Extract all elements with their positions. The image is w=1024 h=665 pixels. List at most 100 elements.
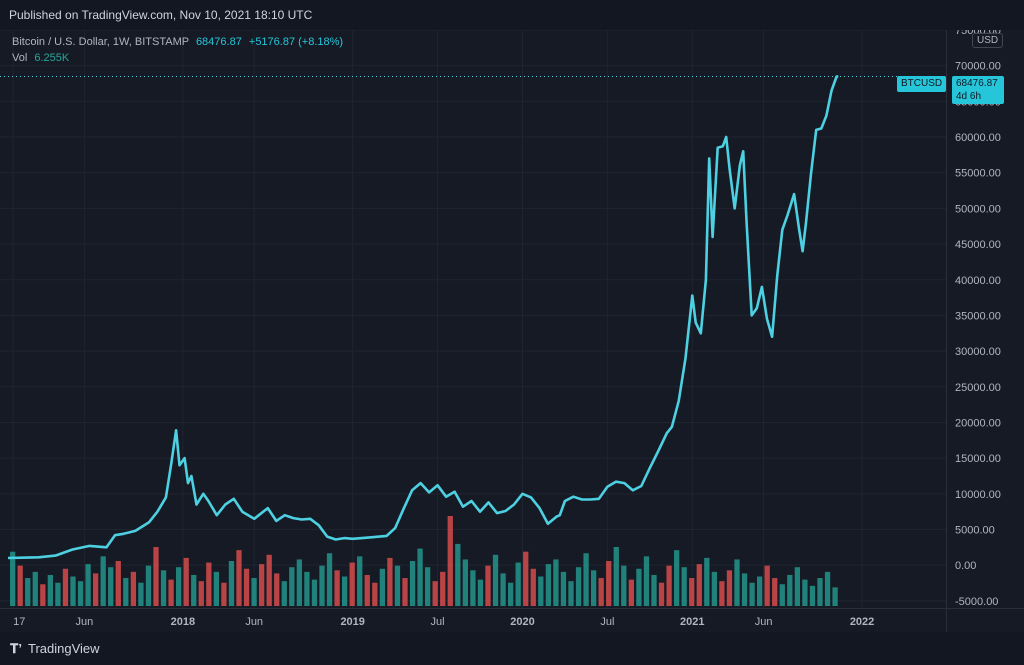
price-tick-label: 50000.00 — [955, 203, 1001, 215]
volume-bar — [296, 559, 303, 606]
volume-bar — [628, 579, 635, 606]
price-tick-label: 60000.00 — [955, 132, 1001, 144]
price-line — [7, 75, 839, 560]
tradingview-brand[interactable]: 𝐓’ TradingView — [10, 641, 100, 657]
volume-bar — [123, 578, 129, 606]
price-tick-label: 20000.00 — [955, 417, 1001, 429]
ticker-tag: BTCUSD — [897, 76, 947, 92]
chart-pane[interactable] — [0, 30, 946, 608]
volume-bar — [809, 585, 816, 606]
volume-bar — [289, 567, 295, 606]
volume-bar — [32, 571, 38, 606]
tradingview-logo-icon: 𝐓’ — [10, 641, 22, 656]
volume-bar — [621, 565, 627, 606]
volume-bar — [357, 556, 363, 606]
price-axis-labels: 75000.0070000.0065000.0060000.0055000.00… — [955, 30, 1001, 608]
volume-bar — [258, 564, 265, 606]
volume-bar — [108, 567, 114, 606]
volume-bar — [311, 579, 318, 606]
time-tick-label: 2018 — [171, 616, 195, 628]
volume-bar — [40, 584, 46, 606]
volume-bar — [764, 565, 770, 606]
legend-main-row: Bitcoin / U.S. Dollar, 1W, BITSTAMP 6847… — [12, 34, 343, 50]
volume-bar — [832, 587, 838, 606]
volume-bar — [274, 573, 280, 606]
legend-change: +5176.87 (+8.18%) — [248, 36, 344, 48]
volume-bar — [55, 582, 61, 606]
volume-bar — [341, 576, 348, 606]
volume-bar — [636, 568, 642, 606]
volume-bar — [243, 568, 250, 606]
brand-name: TradingView — [27, 641, 100, 656]
volume-bar — [213, 571, 220, 606]
currency-badge[interactable]: USD — [972, 33, 1004, 48]
price-tick-label: 30000.00 — [955, 346, 1001, 358]
volume-bar — [138, 582, 144, 606]
volume-bar — [817, 578, 823, 606]
volume-bar — [643, 556, 650, 606]
axis-corner — [946, 608, 1024, 632]
price-axis[interactable]: 75000.0070000.0065000.0060000.0055000.00… — [946, 30, 1024, 608]
volume-bar — [228, 561, 235, 606]
volume-bar — [492, 554, 499, 606]
volume-bar — [168, 579, 174, 606]
time-tick-label: 2019 — [340, 616, 364, 628]
legend-vol-value: 6.255K — [34, 52, 70, 64]
volume-bar — [726, 570, 733, 606]
volume-bar — [507, 582, 514, 606]
last-price-tag: 68476.87 4d 6h — [952, 76, 1004, 104]
volume-bar — [130, 571, 137, 606]
time-axis[interactable]: 17 Jun 2018 Jun 2019 Jul 2020 Jul 2021 Jun 2022 — [0, 608, 946, 632]
time-tick-label: Jun — [755, 616, 773, 628]
time-tick-label: Jul — [600, 616, 614, 628]
volume-bar — [372, 582, 378, 606]
volume-bar — [319, 565, 325, 606]
volume-bar — [304, 571, 310, 606]
volume-bar — [432, 581, 438, 606]
volume-bar — [590, 570, 597, 606]
price-tick-label: 40000.00 — [955, 275, 1001, 287]
published-info: Published on TradingView.com, Nov 10, 20… — [9, 8, 313, 22]
volume-bar — [266, 554, 272, 606]
volume-bar — [417, 548, 423, 606]
volume-bar — [198, 581, 204, 606]
time-axis-labels: 17 Jun 2018 Jun 2019 Jul 2020 Jul 2021 Jun 2022 — [13, 616, 874, 628]
volume-bar — [696, 564, 702, 606]
volume-bar — [613, 547, 619, 606]
volume-bar — [100, 556, 106, 606]
volume-bar — [334, 570, 340, 606]
volume-bar — [704, 557, 710, 606]
price-chart[interactable] — [0, 30, 946, 608]
price-tick-label: 55000.00 — [955, 168, 1001, 180]
volume-bar — [402, 578, 408, 606]
price-tick-label: -5000.00 — [955, 596, 998, 608]
legend-vol-label[interactable]: Vol — [12, 52, 28, 64]
last-price-value: 68476.87 — [956, 78, 998, 89]
volume-bar — [689, 578, 695, 606]
volume-bar — [787, 574, 793, 606]
volume-bar — [515, 562, 521, 606]
bar-countdown: 4d 6h — [956, 91, 982, 102]
volume-bar — [440, 571, 446, 606]
volume-bar — [530, 568, 536, 606]
volume-bar — [115, 561, 121, 606]
volume-bar — [606, 561, 612, 606]
price-tick-label: 15000.00 — [955, 453, 1001, 465]
volume-bar — [191, 574, 197, 606]
time-tick-label: 2020 — [510, 616, 534, 628]
volume-bar — [560, 571, 567, 606]
volume-bar — [447, 516, 453, 606]
volume-bar — [153, 547, 159, 606]
volume-bar — [583, 553, 589, 606]
volume-bar — [387, 557, 393, 606]
time-tick-label: Jul — [431, 616, 445, 628]
volume-bar — [756, 576, 763, 606]
volume-bar — [221, 582, 227, 606]
volume-bar — [824, 571, 831, 606]
price-tick-label: 0.00 — [955, 560, 976, 572]
chart-legend: Bitcoin / U.S. Dollar, 1W, BITSTAMP 6847… — [12, 34, 343, 66]
volume-bar — [485, 565, 491, 606]
volume-bar — [25, 578, 31, 606]
volume-bar — [575, 567, 582, 606]
legend-symbol[interactable]: Bitcoin / U.S. Dollar, 1W, BITSTAMP — [12, 36, 189, 48]
